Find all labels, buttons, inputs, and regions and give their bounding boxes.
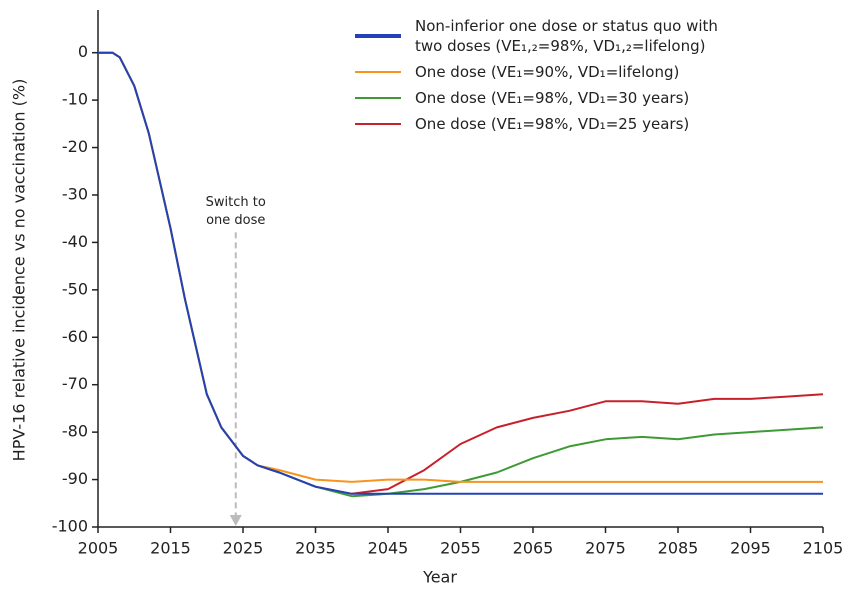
legend-entry: Non-inferior one dose or status quo with…	[355, 16, 845, 56]
x-tick-label: 2065	[513, 539, 554, 558]
y-tick-label: -40	[62, 232, 88, 251]
x-tick-label: 2095	[730, 539, 771, 558]
legend-entry: One dose (VE₁=98%, VD₁=25 years)	[355, 114, 845, 134]
y-tick-label: -90	[62, 469, 88, 488]
legend-swatch	[355, 71, 401, 73]
legend-label: One dose (VE₁=90%, VD₁=lifelong)	[415, 63, 680, 81]
annotation-text: Switch to	[206, 195, 266, 210]
y-tick-label: -10	[62, 90, 88, 109]
y-tick-label: -50	[62, 279, 88, 298]
y-tick-label: -100	[52, 517, 88, 536]
x-tick-label: 2015	[150, 539, 191, 558]
legend-swatch	[355, 123, 401, 125]
y-tick-label: -20	[62, 137, 88, 156]
x-tick-label: 2025	[223, 539, 264, 558]
annotation-text: one dose	[206, 213, 265, 228]
legend-entry: One dose (VE₁=98%, VD₁=30 years)	[355, 88, 845, 108]
y-tick-label: -80	[62, 422, 88, 441]
legend-label: One dose (VE₁=98%, VD₁=30 years)	[415, 89, 690, 107]
legend-entry: One dose (VE₁=90%, VD₁=lifelong)	[355, 62, 845, 82]
legend-label: One dose (VE₁=98%, VD₁=25 years)	[415, 115, 690, 133]
x-axis-label: Year	[422, 568, 457, 587]
x-tick-label: 2055	[440, 539, 481, 558]
x-tick-label: 2035	[295, 539, 336, 558]
y-tick-label: -30	[62, 184, 88, 203]
x-tick-label: 2105	[803, 539, 844, 558]
x-tick-label: 2085	[658, 539, 699, 558]
y-axis-label: HPV-16 relative incidence vs no vaccinat…	[10, 79, 29, 462]
legend-swatch	[355, 97, 401, 99]
y-tick-label: -60	[62, 327, 88, 346]
legend-swatch	[355, 34, 401, 38]
legend-label: Non-inferior one dose or status quo with…	[415, 17, 718, 55]
x-tick-label: 2045	[368, 539, 409, 558]
y-tick-label: -70	[62, 374, 88, 393]
series-line	[98, 51, 823, 495]
annotation-arrowhead	[229, 515, 242, 526]
x-tick-label: 2005	[78, 539, 119, 558]
legend: Non-inferior one dose or status quo with…	[355, 16, 845, 140]
x-tick-label: 2075	[585, 539, 626, 558]
y-tick-label: 0	[78, 42, 88, 61]
